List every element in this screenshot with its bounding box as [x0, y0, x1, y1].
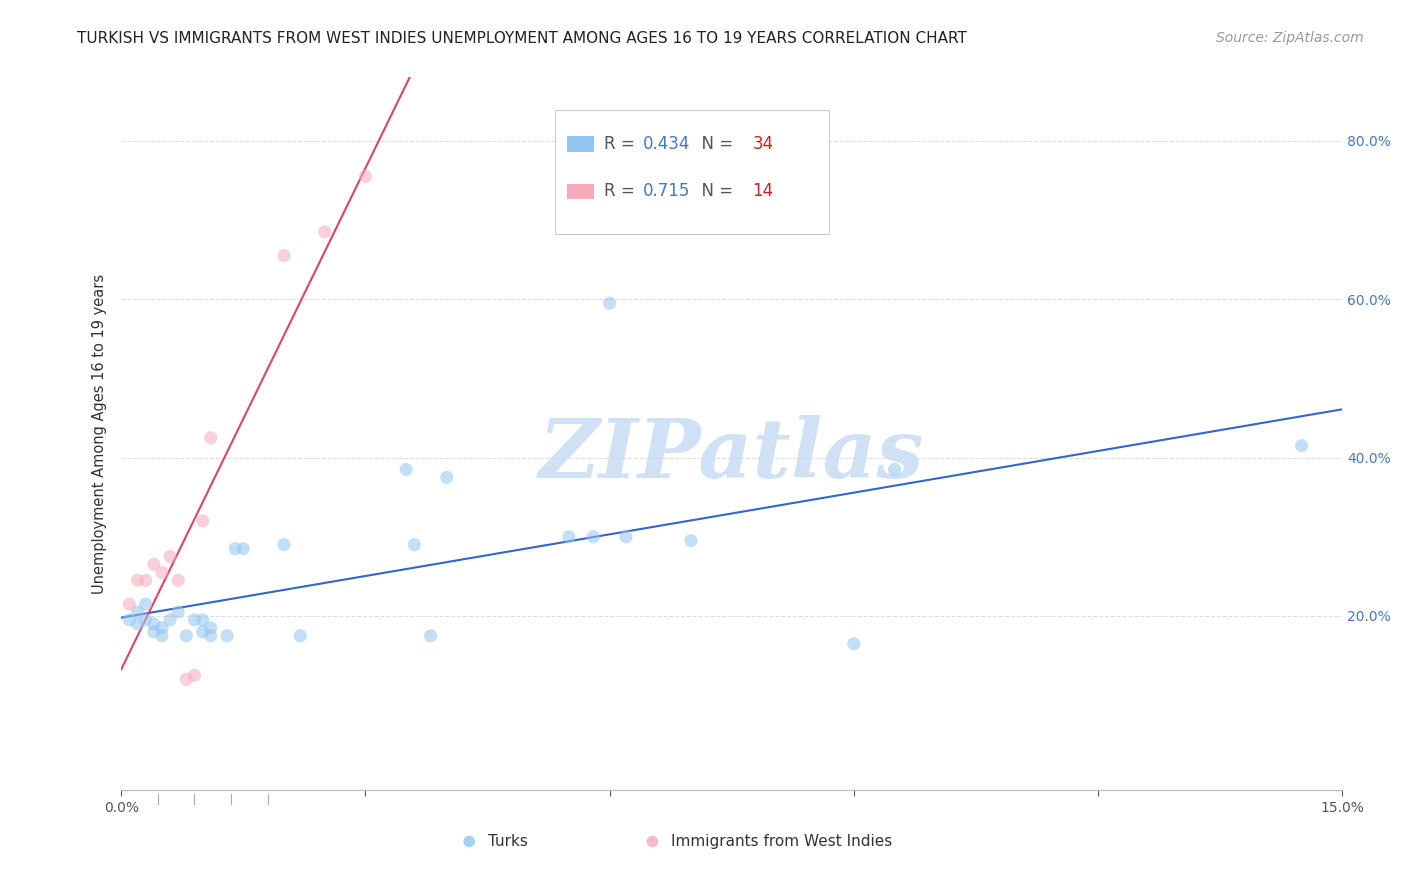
- Point: [150, 566, 173, 580]
- Point: [127, 574, 149, 588]
- Text: ZIPatlas: ZIPatlas: [538, 415, 925, 495]
- Point: [679, 533, 702, 548]
- Point: [191, 514, 214, 528]
- FancyBboxPatch shape: [567, 184, 593, 199]
- Point: [314, 225, 336, 239]
- Point: [200, 621, 222, 635]
- Text: R =: R =: [603, 135, 640, 153]
- Point: [150, 629, 173, 643]
- Point: [127, 605, 149, 619]
- Point: [215, 629, 238, 643]
- Point: [159, 613, 181, 627]
- Text: 0.715: 0.715: [643, 183, 690, 201]
- Point: [614, 530, 637, 544]
- Point: [1291, 439, 1313, 453]
- Point: [404, 538, 426, 552]
- Point: [142, 616, 165, 631]
- Point: [127, 616, 149, 631]
- Point: [883, 462, 905, 476]
- Point: [183, 668, 205, 682]
- Text: Source: ZipAtlas.com: Source: ZipAtlas.com: [1216, 31, 1364, 45]
- Text: 34: 34: [752, 135, 773, 153]
- Point: [558, 530, 581, 544]
- Point: [167, 605, 190, 619]
- Point: [200, 431, 222, 445]
- Point: [419, 629, 441, 643]
- Point: [232, 541, 254, 556]
- Y-axis label: Unemployment Among Ages 16 to 19 years: Unemployment Among Ages 16 to 19 years: [93, 274, 107, 594]
- Point: [142, 558, 165, 572]
- Text: TURKISH VS IMMIGRANTS FROM WEST INDIES UNEMPLOYMENT AMONG AGES 16 TO 19 YEARS CO: TURKISH VS IMMIGRANTS FROM WEST INDIES U…: [77, 31, 967, 46]
- FancyBboxPatch shape: [567, 136, 593, 152]
- Point: [167, 574, 190, 588]
- Point: [582, 530, 605, 544]
- Point: [159, 549, 181, 564]
- Point: [118, 613, 141, 627]
- Text: 14: 14: [752, 183, 773, 201]
- Point: [135, 613, 157, 627]
- Point: [273, 249, 295, 263]
- Text: Immigrants from West Indies: Immigrants from West Indies: [671, 834, 891, 849]
- Point: [135, 597, 157, 611]
- Point: [224, 541, 246, 556]
- Point: [842, 637, 865, 651]
- Text: 0.434: 0.434: [643, 135, 690, 153]
- Point: [273, 538, 295, 552]
- Point: [118, 597, 141, 611]
- Point: [150, 621, 173, 635]
- Point: [142, 624, 165, 639]
- Point: [395, 462, 418, 476]
- Point: [599, 296, 621, 310]
- Point: [191, 613, 214, 627]
- Point: [176, 673, 198, 687]
- Point: [135, 574, 157, 588]
- Point: [200, 629, 222, 643]
- Text: Turks: Turks: [488, 834, 527, 849]
- Point: [191, 624, 214, 639]
- Text: N =: N =: [692, 183, 738, 201]
- Text: N =: N =: [692, 135, 738, 153]
- Text: R =: R =: [603, 183, 640, 201]
- Point: [354, 169, 377, 184]
- Point: [290, 629, 312, 643]
- FancyBboxPatch shape: [555, 110, 830, 235]
- Point: [436, 470, 458, 484]
- Point: [176, 629, 198, 643]
- Point: [183, 613, 205, 627]
